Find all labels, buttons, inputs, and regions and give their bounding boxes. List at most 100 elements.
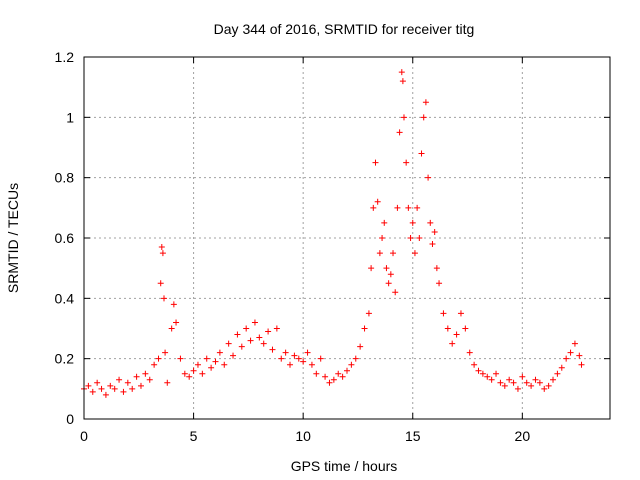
data-point [453, 331, 460, 338]
y-tick-label: 0.8 [55, 170, 75, 186]
data-point [427, 219, 434, 226]
data-point [357, 343, 364, 350]
data-point [398, 69, 405, 76]
data-point [120, 388, 127, 395]
data-point [98, 385, 105, 392]
y-tick-label: 1.2 [55, 49, 75, 65]
data-point [124, 379, 131, 386]
data-point [550, 376, 557, 383]
y-tick-label: 0.4 [55, 290, 75, 306]
data-point [89, 388, 96, 395]
chart-title: Day 344 of 2016, SRMTID for receiver tit… [214, 21, 475, 37]
data-point [278, 355, 285, 362]
data-point [269, 346, 276, 353]
data-point [260, 340, 267, 347]
data-point [414, 204, 421, 211]
data-point [85, 382, 92, 389]
data-point [181, 370, 188, 377]
data-point [514, 385, 521, 392]
data-point [479, 370, 486, 377]
data-point [225, 340, 232, 347]
data-point [425, 174, 432, 181]
data-point [571, 340, 578, 347]
y-axis-title: SRMTID / TECUs [5, 183, 21, 293]
data-point [221, 361, 228, 368]
data-point [576, 352, 583, 359]
data-point [396, 129, 403, 136]
data-point [300, 358, 307, 365]
data-point [212, 358, 219, 365]
data-point [352, 355, 359, 362]
data-point [444, 325, 451, 332]
y-tick-label: 1 [66, 109, 74, 125]
data-point [158, 244, 165, 251]
data-point [528, 382, 535, 389]
data-points [81, 69, 585, 398]
data-point [387, 271, 394, 278]
x-tick-label: 10 [295, 428, 311, 444]
data-point [116, 376, 123, 383]
data-point [493, 370, 500, 377]
data-point [339, 373, 346, 380]
data-point [330, 376, 337, 383]
y-tick-label: 0 [66, 411, 74, 427]
data-point [420, 114, 427, 121]
data-point [243, 325, 250, 332]
data-point [501, 382, 508, 389]
data-point [287, 361, 294, 368]
data-point [308, 361, 315, 368]
x-axis-title: GPS time / hours [291, 458, 398, 474]
data-point [186, 373, 193, 380]
data-point [361, 325, 368, 332]
data-point [523, 379, 530, 386]
data-point [304, 349, 311, 356]
data-point [317, 355, 324, 362]
data-point [160, 295, 167, 302]
data-point [422, 99, 429, 106]
data-point [251, 319, 258, 326]
data-point [416, 235, 423, 241]
plot-frame [83, 56, 611, 420]
data-point [94, 379, 101, 386]
data-point [295, 355, 302, 362]
data-point [326, 379, 333, 386]
data-point [238, 343, 245, 350]
x-tick-label: 0 [80, 428, 88, 444]
grid-lines [84, 57, 610, 419]
data-point [234, 331, 241, 338]
data-point [159, 250, 166, 257]
data-point [392, 289, 399, 296]
data-point [462, 325, 469, 332]
data-point [372, 159, 379, 166]
data-point [457, 310, 464, 317]
data-point [449, 340, 456, 347]
data-point [256, 334, 263, 341]
data-point [230, 352, 237, 359]
data-point [170, 301, 177, 308]
data-point [146, 376, 153, 383]
data-point [133, 373, 140, 380]
data-point [488, 376, 495, 383]
data-point [497, 379, 504, 386]
data-point [142, 370, 149, 377]
data-point [376, 250, 383, 257]
data-point [348, 361, 355, 368]
data-point [400, 114, 407, 121]
data-point [102, 391, 109, 398]
data-point [436, 280, 443, 287]
data-point [155, 355, 162, 362]
data-point [558, 364, 565, 371]
data-point [322, 373, 329, 380]
data-point [247, 337, 254, 344]
data-point [390, 250, 397, 257]
data-point [173, 319, 180, 326]
data-point [431, 228, 438, 235]
data-point [484, 373, 491, 380]
data-point [532, 376, 539, 383]
data-point [433, 265, 440, 272]
data-point [536, 379, 543, 386]
data-point [510, 379, 517, 386]
data-point [381, 219, 388, 226]
data-point [541, 385, 548, 392]
